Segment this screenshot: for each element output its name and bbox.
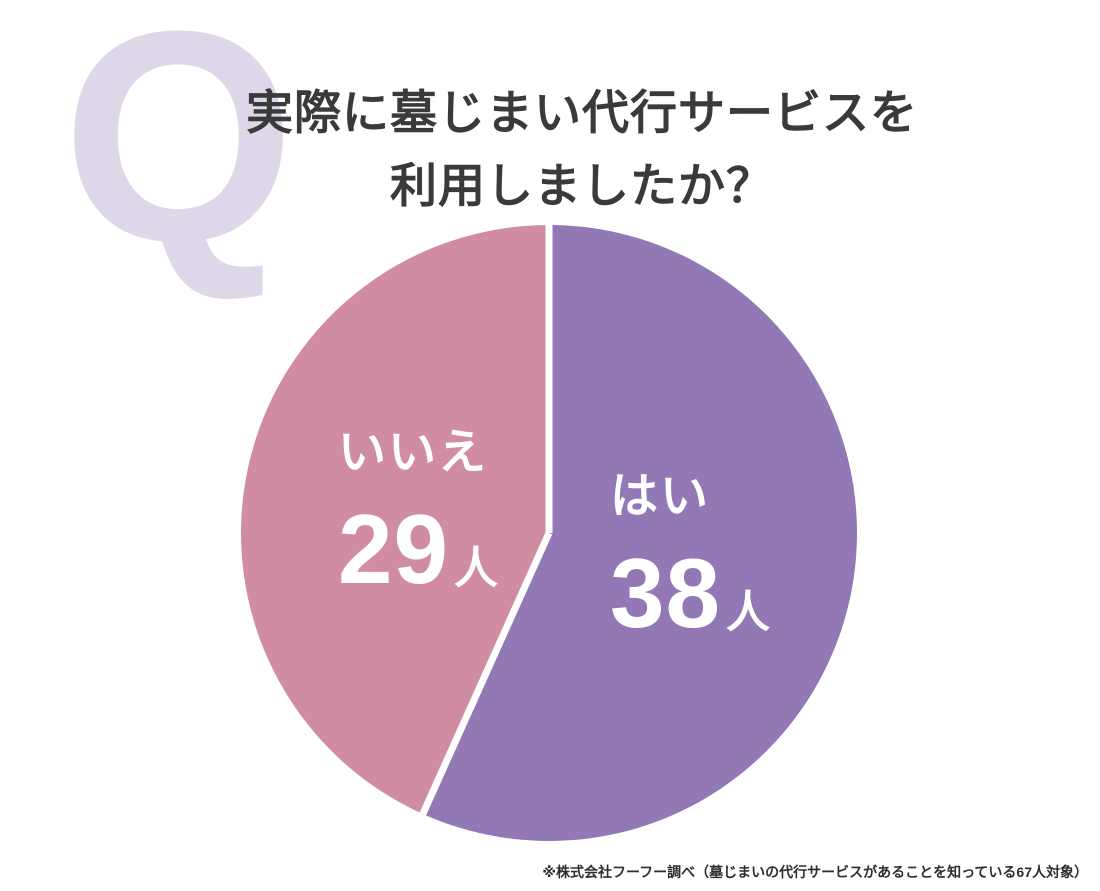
slice-label-no-name: いいえ xyxy=(338,426,489,479)
slice-label-yes: はい 38 人 xyxy=(610,470,770,643)
pie-slice-no xyxy=(241,225,550,814)
slice-label-yes-value-row: 38 人 xyxy=(610,544,770,642)
pie-slice-separator-1 xyxy=(419,531,553,816)
slice-label-yes-value: 38 xyxy=(610,538,722,648)
page-title-line1: 実際に墓じまい代行サービスを xyxy=(246,86,918,139)
question-mark-decoration: Q xyxy=(62,0,296,304)
pie-slice-yes xyxy=(422,225,858,841)
page-title-line2: 利用しましたか？ xyxy=(390,159,774,212)
slice-label-yes-name: はい xyxy=(610,470,711,523)
source-footnote: ※株式会社フーフー調べ（墓じまいの代行サービスがあることを知っている67人対象） xyxy=(542,864,1088,880)
slice-label-no-value: 29 xyxy=(338,494,450,604)
slice-label-no: いいえ 29 人 xyxy=(338,426,498,599)
slice-label-no-value-row: 29 人 xyxy=(338,500,498,598)
slice-label-yes-unit: 人 xyxy=(726,588,771,637)
slice-label-no-unit: 人 xyxy=(454,544,499,593)
page-title: 実際に墓じまい代行サービスを 利用しましたか？ xyxy=(232,76,932,222)
